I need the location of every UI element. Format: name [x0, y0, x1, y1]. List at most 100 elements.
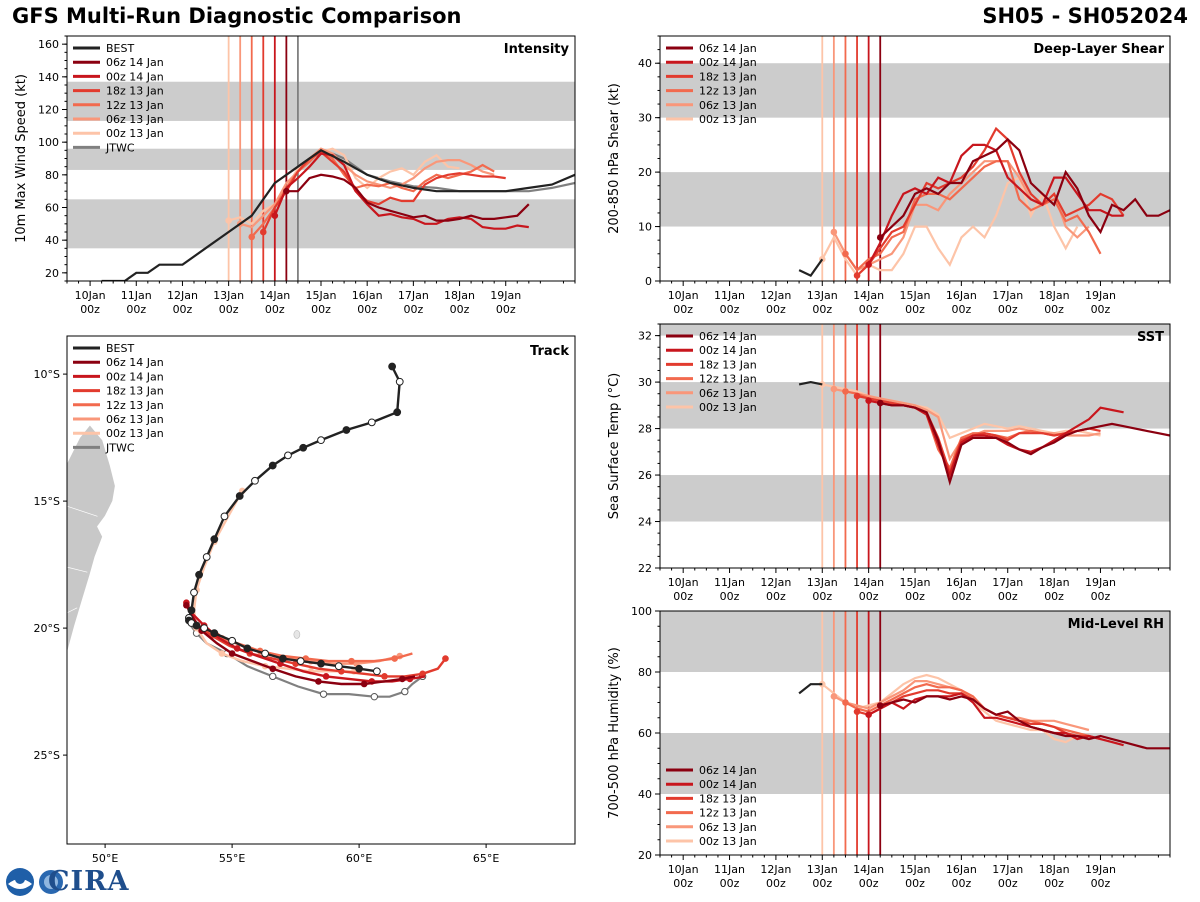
track-plot-area: [67, 336, 575, 844]
intensity-chart: 10Jan00z11Jan00z12Jan00z13Jan00z14Jan00z…: [14, 35, 576, 316]
track-best-point: [243, 644, 252, 653]
track-best-point: [372, 667, 381, 676]
shear-best: [798, 258, 824, 277]
legend-label-run-0: 06z 14 Jan: [106, 356, 164, 369]
legend-label-run-0: 06z 14 Jan: [699, 764, 757, 777]
intensity-run-2: [262, 150, 506, 233]
rh-y-label: 20: [638, 849, 652, 862]
rh-x-hour-label: 00z: [1091, 877, 1111, 890]
shear-x-hour-label: 00z: [766, 303, 786, 316]
sst-run-0-init-point: [876, 399, 884, 407]
track-best-point: [279, 654, 287, 663]
legend-label-run-1: 00z 14 Jan: [699, 344, 757, 357]
track-best-point: [190, 588, 198, 597]
shear-run-0: [879, 137, 1170, 239]
track-run-3-point: [391, 655, 398, 662]
track-best-point: [200, 624, 209, 632]
sst-x-hour-label: 00z: [673, 590, 693, 603]
shear-y-label: 40: [638, 57, 652, 70]
track-run-0-point: [360, 680, 368, 688]
intensity-run-4: [239, 147, 495, 229]
sst-band: [660, 475, 1170, 522]
legend-label-run-5: 00z 13 Jan: [699, 401, 757, 414]
intensity-run-1: [273, 152, 529, 230]
sst-x-day-label: 14Jan: [853, 576, 884, 589]
track-lines: [183, 362, 449, 701]
rh-x-day-label: 19Jan: [1085, 863, 1116, 876]
rh-run-4: [833, 679, 1090, 732]
legend-label-run-4: 06z 13 Jan: [699, 387, 757, 400]
shear-x-hour-label: 00z: [720, 303, 740, 316]
rh-x-day-label: 12Jan: [760, 863, 791, 876]
intensity-run-5: [228, 147, 460, 226]
legend-label-run-4: 06z 13 Jan: [699, 99, 757, 112]
track-best-point: [195, 570, 203, 579]
sst-title: SST: [1137, 330, 1164, 345]
sst-x-hour-label: 00z: [1044, 590, 1064, 603]
shear-run-2-init-point: [853, 272, 861, 279]
sst-x-hour-label: 00z: [905, 590, 925, 603]
sst-x-hour-label: 00z: [812, 590, 832, 603]
track-jtwc-point: [401, 687, 409, 696]
rh-x-day-label: 16Jan: [946, 863, 977, 876]
sst-x-hour-label: 00z: [951, 590, 971, 603]
shear-y-label: 10: [638, 221, 652, 234]
track-jtwc-point: [319, 690, 328, 698]
rh-run-4-init-point: [830, 693, 838, 700]
rh-x-hour-label: 00z: [720, 877, 740, 890]
intensity-x-day-label: 15Jan: [306, 289, 337, 302]
legend-label-run-3: 12z 13 Jan: [699, 807, 757, 820]
shear-y-label: 0: [645, 275, 652, 288]
shear-x-hour-label: 00z: [1044, 303, 1064, 316]
shear-plot-area: [660, 36, 1170, 281]
sst-x-day-label: 15Jan: [900, 576, 931, 589]
shear-run-4-init-point: [830, 228, 838, 236]
intensity-x-hour-label: 00z: [126, 303, 146, 316]
rh-chart: 10Jan00z11Jan00z12Jan00z13Jan00z14Jan00z…: [607, 605, 1171, 890]
legend-label-run-3: 12z 13 Jan: [699, 373, 757, 386]
legend-label-run-5: 00z 13 Jan: [106, 427, 164, 440]
shear-x-day-label: 17Jan: [992, 289, 1023, 302]
rh-x-day-label: 13Jan: [807, 863, 838, 876]
intensity-x-hour-label: 00z: [219, 303, 239, 316]
legend-label-run-4: 06z 13 Jan: [106, 413, 164, 426]
intensity-x-hour-label: 00z: [80, 303, 100, 316]
track-lon-label: 60°E: [346, 852, 372, 865]
legend-label-run-5: 00z 13 Jan: [106, 127, 164, 140]
track-lon-label: 50°E: [92, 852, 118, 865]
sst-x-day-label: 11Jan: [714, 576, 745, 589]
sst-run-2-init-point: [853, 392, 861, 400]
track-lat-label: 10°S: [34, 368, 60, 381]
sst-x-hour-label: 00z: [766, 590, 786, 603]
shear-run-3-init-point: [842, 250, 849, 258]
intensity-ylabel: 10m Max Wind Speed (kt): [14, 74, 29, 243]
rh-x-hour-label: 00z: [766, 877, 786, 890]
legend-label-run-0: 06z 14 Jan: [699, 330, 757, 343]
sst-x-day-label: 16Jan: [946, 576, 977, 589]
rh-x-hour-label: 00z: [998, 877, 1018, 890]
track-best-point: [317, 659, 325, 668]
shear-x-hour-label: 00z: [1091, 303, 1111, 316]
intensity-y-label: 80: [45, 169, 59, 182]
intensity-y-label: 100: [38, 136, 59, 149]
shear-x-hour-label: 00z: [673, 303, 693, 316]
intensity-run-0: [286, 173, 530, 222]
track-best-point: [220, 512, 229, 521]
intensity-x-hour-label: 00z: [173, 303, 193, 316]
sst-y-label: 24: [638, 516, 652, 529]
shear-x-day-label: 11Jan: [714, 289, 745, 302]
legend-label-run-1: 00z 14 Jan: [106, 370, 164, 383]
sst-ylabel: Sea Surface Temp (°C): [607, 373, 622, 520]
track-best-point: [334, 662, 343, 671]
cira-wordmark: CIRA: [48, 866, 130, 897]
intensity-x-day-label: 13Jan: [213, 289, 244, 302]
track-run-0-point: [183, 601, 190, 609]
shear-x-day-label: 12Jan: [760, 289, 791, 302]
rh-x-hour-label: 00z: [859, 877, 879, 890]
intensity-x-day-label: 14Jan: [259, 289, 290, 302]
intensity-run-3-init-point: [248, 233, 256, 241]
track-best-point: [367, 418, 376, 427]
rh-x-hour-label: 00z: [951, 877, 971, 890]
intensity-run-0-init-point: [283, 187, 290, 195]
